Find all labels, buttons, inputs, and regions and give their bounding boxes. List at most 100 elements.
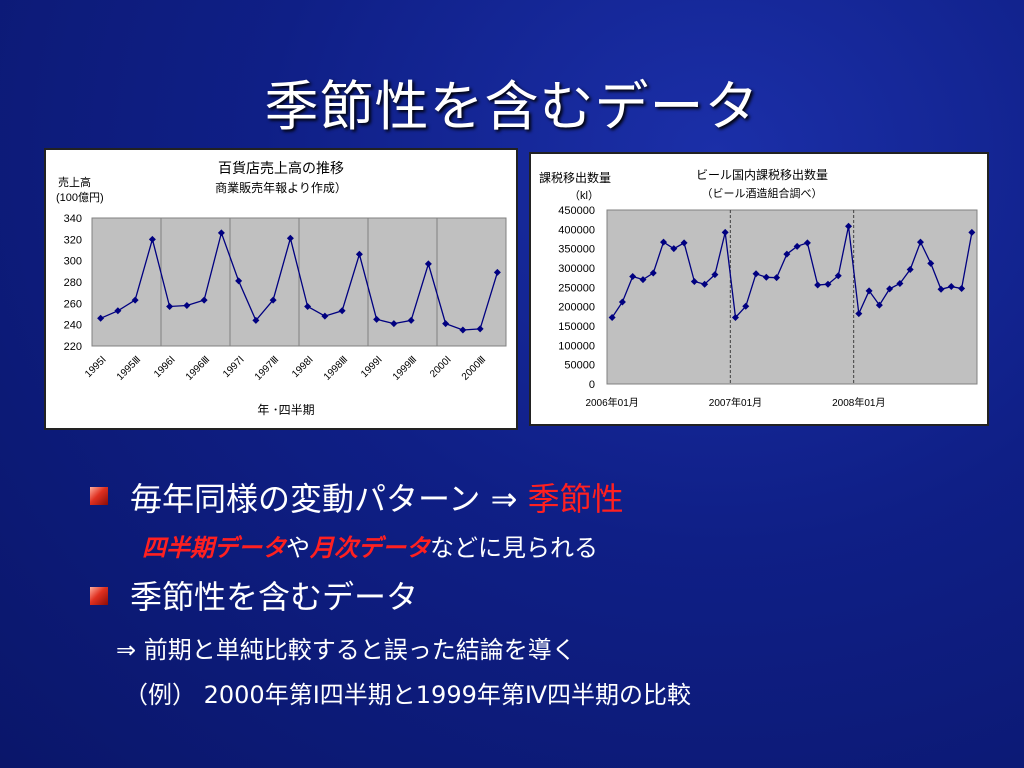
bullet-item-1-text: 毎年同様の変動パターン ⇒ xyxy=(130,480,528,518)
monthly-data-text: 月次データ xyxy=(310,534,430,562)
x-tick-label: 1999Ⅰ xyxy=(359,354,385,380)
beer-shipments-chart: 0 50000 100000 150000 200000 250000 300000 3500… xyxy=(529,152,989,426)
y-tick-label: 240 xyxy=(64,320,82,332)
data-point xyxy=(875,301,883,309)
data-point xyxy=(865,287,873,295)
sales-series-line xyxy=(100,230,499,331)
data-point xyxy=(773,274,781,282)
data-point xyxy=(670,245,678,253)
data-point xyxy=(493,268,501,276)
y-tick-label: 350000 xyxy=(558,244,595,256)
data-point xyxy=(927,259,935,267)
data-point xyxy=(680,239,688,247)
data-point xyxy=(304,303,312,311)
slide-title: 季節性を含むデータ xyxy=(264,75,760,138)
y-tick-label: 280 xyxy=(64,277,82,289)
x-tick-label: 1998Ⅰ xyxy=(290,354,316,380)
x-tick-label: 2008年01月 xyxy=(832,396,885,409)
data-point xyxy=(373,315,381,323)
y-tick-label: 0 xyxy=(589,379,595,391)
data-point xyxy=(618,298,626,306)
data-point xyxy=(896,279,904,287)
y-tick-label: 320 xyxy=(64,234,82,246)
y-axis-unit: （kl） xyxy=(569,189,599,202)
data-point xyxy=(711,271,719,279)
data-point xyxy=(649,269,657,277)
data-point xyxy=(701,280,709,288)
data-point xyxy=(731,313,739,321)
x-tick-label: 2007年01月 xyxy=(709,396,762,409)
data-point xyxy=(235,277,243,285)
department-store-sales-svg: 220 240 260 280 300 320 340 百貨店売上高の推移商業販売年報より作成… xyxy=(56,160,507,417)
sub-item-2: ⇒ 前期と単純比較すると誤った結論を導く xyxy=(116,636,576,664)
data-point xyxy=(742,302,750,310)
data-point xyxy=(947,283,955,291)
x-tick-label: 1997Ⅲ xyxy=(253,354,281,382)
y-tick-label: 400000 xyxy=(558,224,595,236)
plot-area xyxy=(606,209,978,385)
x-tick-label: 1996Ⅰ xyxy=(152,354,178,380)
data-point xyxy=(217,229,225,237)
data-point xyxy=(814,281,822,289)
data-point xyxy=(252,316,260,324)
data-point xyxy=(321,312,329,320)
data-point xyxy=(286,234,294,242)
y-tick-label: 250000 xyxy=(558,282,595,294)
bullet-item-2: 季節性を含むデータ xyxy=(130,578,419,616)
data-point xyxy=(752,270,760,278)
data-point xyxy=(269,296,277,304)
quarterly-data-text: 四半期データ xyxy=(142,534,286,562)
data-point xyxy=(442,320,450,328)
x-tick-label: 2000Ⅲ xyxy=(460,354,488,382)
y-tick-label: 200000 xyxy=(558,302,595,314)
x-tick-label: 1999Ⅲ xyxy=(391,354,419,382)
data-point xyxy=(834,272,842,280)
y-tick-label: 100000 xyxy=(558,340,595,352)
data-point xyxy=(97,314,105,322)
data-point xyxy=(407,316,415,324)
data-point xyxy=(183,301,191,309)
data-point xyxy=(338,307,346,315)
chart-title: 百貨店売上高の推移 xyxy=(218,160,344,176)
data-point xyxy=(855,310,863,318)
data-point xyxy=(690,278,698,286)
department-store-sales-chart: 220 240 260 280 300 320 340 百貨店売上高の推移 商業販売年報より作成… xyxy=(44,148,518,430)
x-tick-label: 1996Ⅲ xyxy=(184,354,212,382)
x-tick-label: 1995Ⅲ xyxy=(115,354,143,382)
sub-item-1: 四半期データや月次データなどに見られる xyxy=(142,528,598,563)
data-point xyxy=(824,280,832,288)
beer-shipments-svg: 0 50000 100000 150000 200000 250000 300000 3500… xyxy=(539,167,978,409)
y-tick-label: 450000 xyxy=(558,205,595,217)
chart-subtitle: （ビール酒造組合調べ） xyxy=(702,186,823,200)
data-point xyxy=(793,242,801,250)
y-tick-label: 340 xyxy=(64,213,82,225)
data-point xyxy=(166,303,174,311)
data-point xyxy=(148,235,156,243)
data-point xyxy=(390,320,398,328)
sub-item-1-connector: や xyxy=(286,534,310,562)
data-point xyxy=(639,276,647,284)
y-tick-label: 300 xyxy=(64,256,82,268)
data-point xyxy=(958,284,966,292)
x-tick-label: 1995Ⅰ xyxy=(83,354,109,380)
bullet-item-1: 毎年同様の変動パターン ⇒ 季節性 xyxy=(130,474,624,520)
data-point xyxy=(916,238,924,246)
data-point xyxy=(476,325,484,333)
data-point xyxy=(355,250,363,258)
seasonality-highlight: 季節性 xyxy=(527,480,624,518)
data-point xyxy=(783,250,791,258)
x-tick-label: 1998Ⅲ xyxy=(322,354,350,382)
data-point xyxy=(629,273,637,281)
y-tick-label: 220 xyxy=(64,341,82,353)
chart-subtitle: 商業販売年報より作成） xyxy=(215,180,347,195)
y-axis-label: 売上高 xyxy=(58,175,91,189)
x-tick-label: 2006年01月 xyxy=(585,396,638,409)
y-tick-label: 260 xyxy=(64,298,82,310)
data-point xyxy=(906,266,914,274)
y-axis-label: 課税移出数量 xyxy=(539,170,611,185)
data-point xyxy=(845,222,853,230)
y-tick-label: 150000 xyxy=(558,321,595,333)
y-tick-label: 50000 xyxy=(564,360,595,372)
data-point xyxy=(131,296,139,304)
data-point xyxy=(200,296,208,304)
